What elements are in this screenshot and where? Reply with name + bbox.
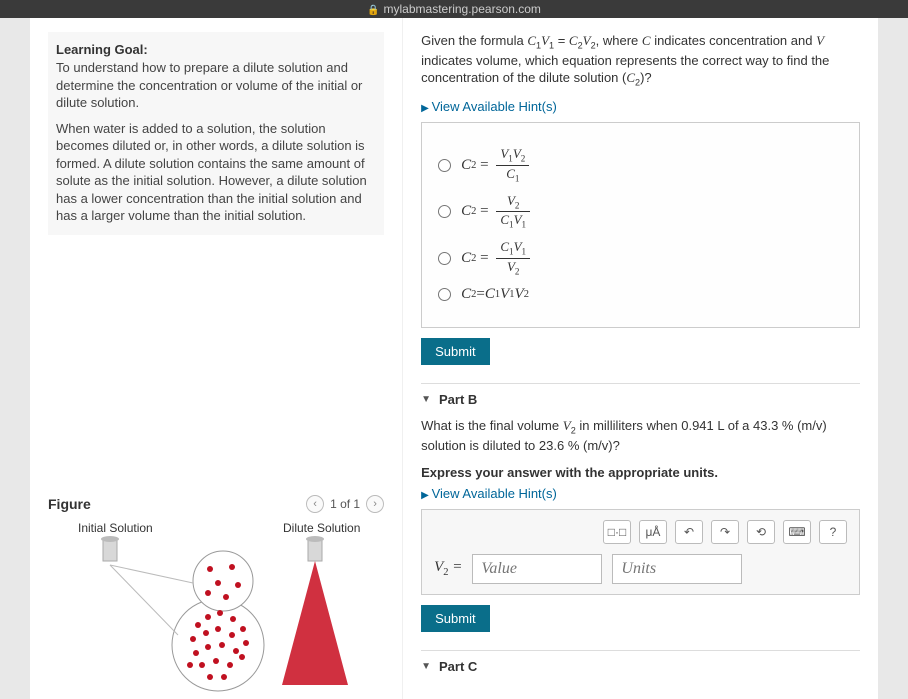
part-a-hints-toggle[interactable]: View Available Hint(s) [421, 99, 860, 114]
toolbar-button[interactable]: ↶ [675, 520, 703, 544]
part-b-header[interactable]: ▼ Part B [421, 392, 860, 407]
toolbar-button[interactable]: ↷ [711, 520, 739, 544]
choice-option[interactable]: C2 = C1V1V2 [438, 286, 843, 303]
part-a-submit-button[interactable]: Submit [421, 338, 489, 365]
part-b-toolbar: □·□ μÅ ↶ ↷ ⟲ ⌨? [434, 520, 847, 544]
choice-radio[interactable] [438, 288, 451, 301]
part-b-instruct: Express your answer with the appropriate… [421, 465, 860, 480]
left-column: Learning Goal: To understand how to prep… [30, 18, 403, 699]
page-container: Learning Goal: To understand how to prep… [30, 18, 878, 699]
toolbar-button[interactable]: □·□ [603, 520, 631, 544]
figure-header: Figure ‹ 1 of 1 › [48, 495, 384, 513]
part-b-submit-button[interactable]: Submit [421, 605, 489, 632]
choice-option[interactable]: C2 = V2C1V1 [438, 194, 843, 230]
part-b-var-label: V2 = [434, 559, 462, 578]
part-a-prompt: Given the formula C1V1 = C2V2, where C i… [421, 32, 860, 89]
right-column: Given the formula C1V1 = C2V2, where C i… [403, 18, 878, 699]
figure-title: Figure [48, 496, 91, 512]
choice-radio[interactable] [438, 159, 451, 172]
part-a-choices: C2 = V1V2C1 C2 = V2C1V1 C2 = C1V1V2 C2 = C1… [421, 122, 860, 328]
choice-radio[interactable] [438, 252, 451, 265]
learning-goal-p1: To understand how to prepare a dilute so… [56, 59, 376, 112]
figure-body: Initial Solution Dilute Solution [48, 521, 384, 691]
learning-goal-p2: When water is added to a solution, the s… [56, 120, 376, 225]
learning-goal-box: Learning Goal: To understand how to prep… [48, 32, 384, 235]
part-b-prompt: What is the final volume V2 in millilite… [421, 417, 860, 454]
part-b-title: Part B [439, 392, 477, 407]
figure-prev-button[interactable]: ‹ [306, 495, 324, 513]
lock-icon: 🔒 [367, 5, 379, 16]
toolbar-button[interactable]: ⌨ [783, 520, 811, 544]
part-c-header[interactable]: ▼ Part C [421, 659, 860, 674]
figure-label-dilute: Dilute Solution [283, 521, 360, 535]
part-b-value-input[interactable] [472, 554, 602, 584]
toolbar-button[interactable]: μÅ [639, 520, 667, 544]
part-b-value-row: V2 = [434, 554, 847, 584]
caret-down-icon: ▼ [421, 661, 431, 672]
url-text: mylabmastering.pearson.com [384, 2, 541, 16]
caret-down-icon: ▼ [421, 394, 431, 405]
figure-nav: ‹ 1 of 1 › [306, 495, 384, 513]
part-b-units-input[interactable] [612, 554, 742, 584]
learning-goal-title: Learning Goal: [56, 42, 376, 57]
toolbar-button[interactable]: ⟲ [747, 520, 775, 544]
part-b-answer-box: □·□ μÅ ↶ ↷ ⟲ ⌨? V2 = [421, 509, 860, 595]
figure-svg [48, 535, 384, 695]
choice-option[interactable]: C2 = C1V1V2 [438, 240, 843, 276]
figure-counter: 1 of 1 [330, 497, 360, 511]
address-bar: 🔒 mylabmastering.pearson.com [0, 0, 908, 18]
figure-label-initial: Initial Solution [78, 521, 153, 535]
choice-option[interactable]: C2 = V1V2C1 [438, 147, 843, 183]
figure-next-button[interactable]: › [366, 495, 384, 513]
choice-radio[interactable] [438, 205, 451, 218]
part-c-title: Part C [439, 659, 477, 674]
part-b-hints-toggle[interactable]: View Available Hint(s) [421, 486, 860, 501]
toolbar-button[interactable]: ? [819, 520, 847, 544]
